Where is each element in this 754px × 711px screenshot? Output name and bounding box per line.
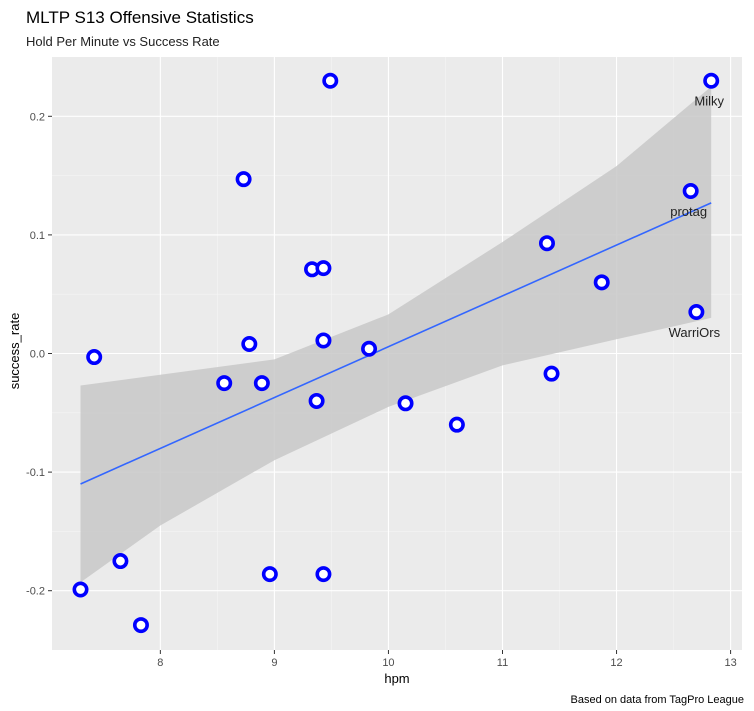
x-tick-label: 12 [610, 657, 622, 669]
confidence-band [80, 86, 712, 583]
y-tick-label: 0.0 [30, 349, 45, 361]
data-point [308, 392, 325, 409]
data-point [315, 332, 332, 349]
x-axis-title: hpm [384, 671, 409, 686]
y-tick-label: -0.2 [26, 586, 45, 598]
data-point [253, 375, 270, 392]
data-point [86, 349, 103, 366]
data-point [72, 581, 89, 598]
y-axis-title: success_rate [7, 313, 22, 390]
y-tick-label: 0.1 [30, 230, 45, 242]
data-point [361, 340, 378, 357]
scatter-points [72, 72, 720, 634]
data-point [261, 566, 278, 583]
data-point [682, 183, 699, 200]
data-point [322, 72, 339, 89]
y-axis: -0.2 -0.1 0.0 0.1 0.2 [26, 111, 52, 598]
x-tick-label: 9 [271, 657, 277, 669]
x-tick-label: 11 [497, 657, 508, 669]
x-tick-label: 8 [157, 657, 163, 669]
y-tick-label: 0.2 [30, 111, 45, 123]
data-point [593, 274, 610, 291]
chart-caption: Based on data from TagPro League [571, 694, 744, 706]
point-labels: protag WarriOrs Milky [669, 94, 725, 340]
data-point [315, 260, 332, 277]
chart-subtitle: Hold Per Minute vs Success Rate [26, 34, 220, 49]
data-point [241, 336, 258, 353]
data-point [315, 566, 332, 583]
data-point [538, 235, 555, 252]
data-point [448, 416, 465, 433]
point-label: protag [670, 204, 707, 219]
data-point [132, 617, 149, 634]
data-point [543, 365, 560, 382]
y-tick-label: -0.1 [26, 467, 45, 479]
x-axis: 8 9 10 11 12 13 [157, 650, 737, 669]
data-point [235, 171, 252, 188]
chart-title: MLTP S13 Offensive Statistics [26, 8, 254, 27]
data-point [703, 72, 720, 89]
data-point [216, 375, 233, 392]
data-point [397, 395, 414, 412]
trend-line [80, 202, 712, 485]
point-label: Milky [694, 94, 724, 109]
x-tick-label: 13 [724, 657, 736, 669]
point-label: WarriOrs [669, 325, 721, 340]
data-point [112, 553, 129, 570]
x-tick-label: 10 [382, 657, 394, 669]
data-point [688, 303, 705, 320]
